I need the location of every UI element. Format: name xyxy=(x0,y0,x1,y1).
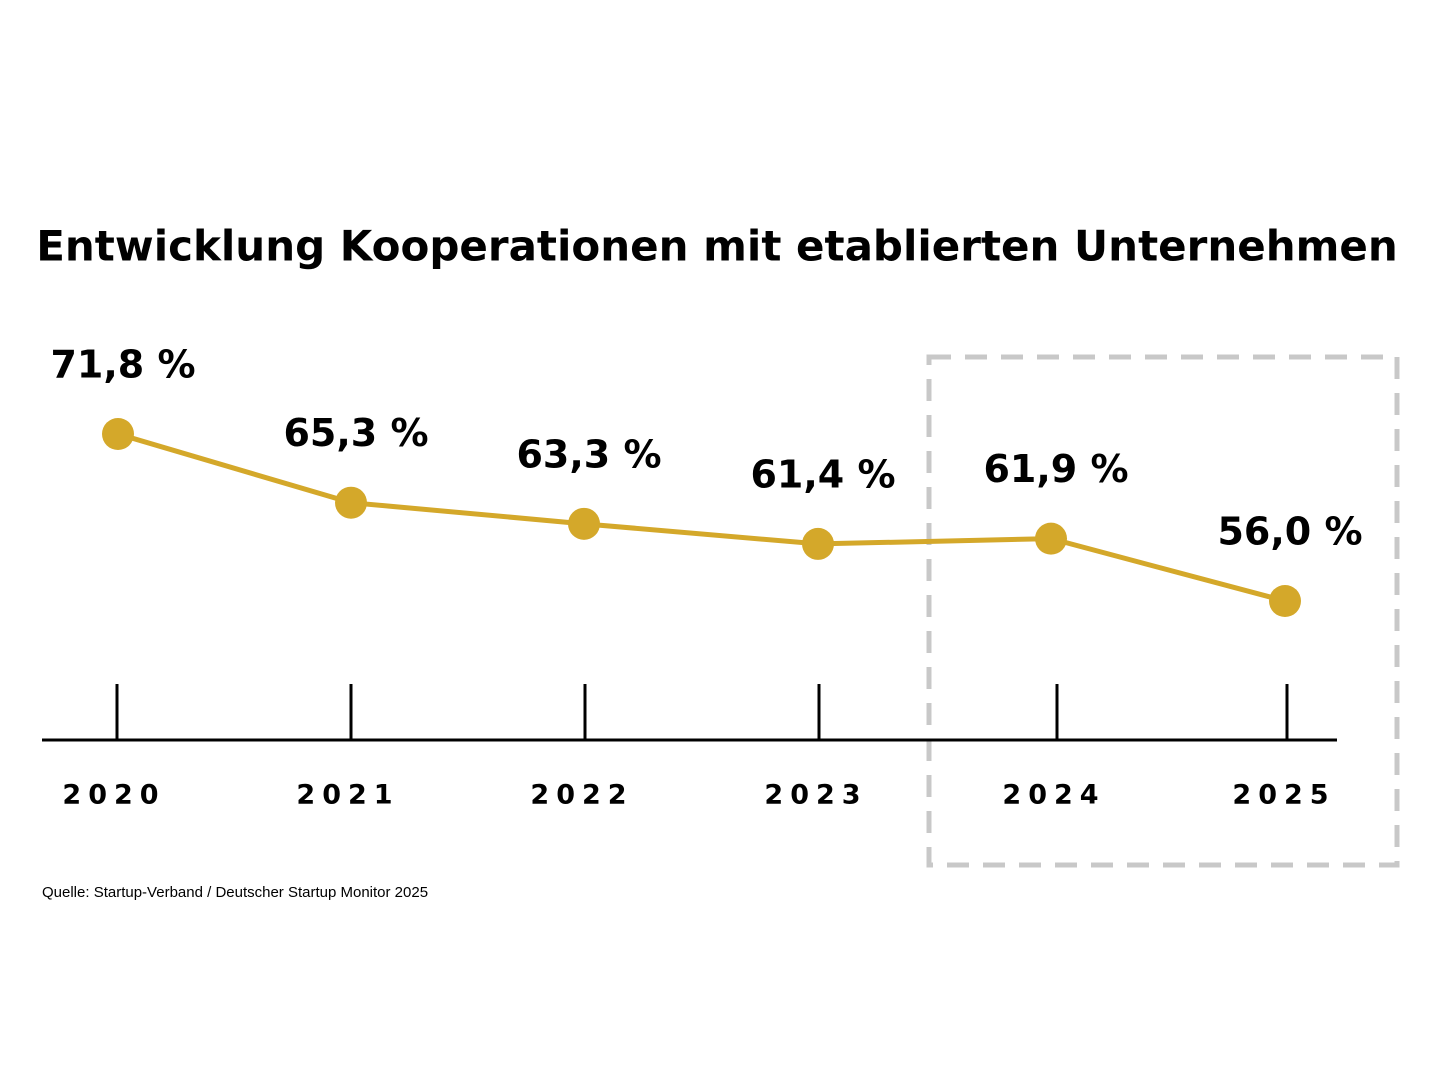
value-label: 61,4 % xyxy=(750,452,895,496)
x-tick-label: 2022 xyxy=(530,780,633,811)
point xyxy=(1269,585,1301,617)
point xyxy=(802,527,834,560)
point xyxy=(102,418,134,450)
x-tick-label: 2020 xyxy=(62,780,165,811)
value-label: 63,3 % xyxy=(516,432,661,476)
line xyxy=(117,431,1286,604)
point xyxy=(568,507,600,540)
x-tick-label: 2023 xyxy=(764,780,867,811)
point xyxy=(335,486,367,519)
value-label: 61,9 % xyxy=(983,447,1128,491)
source: Quelle: Startup-Verband / Deutscher Star… xyxy=(42,884,428,901)
x-tick-label: 2024 xyxy=(1002,780,1105,811)
value-label: 71,8 % xyxy=(50,343,195,387)
x-tick-label: 2025 xyxy=(1232,780,1335,811)
value-label: 65,3 % xyxy=(283,411,428,455)
x-tick-label: 2021 xyxy=(296,780,399,811)
chart-title: Entwicklung Kooperationen mit etablierte… xyxy=(36,222,1398,271)
highlight-box xyxy=(926,354,1400,868)
value-label: 56,0 % xyxy=(1217,510,1362,554)
point xyxy=(1035,522,1067,555)
